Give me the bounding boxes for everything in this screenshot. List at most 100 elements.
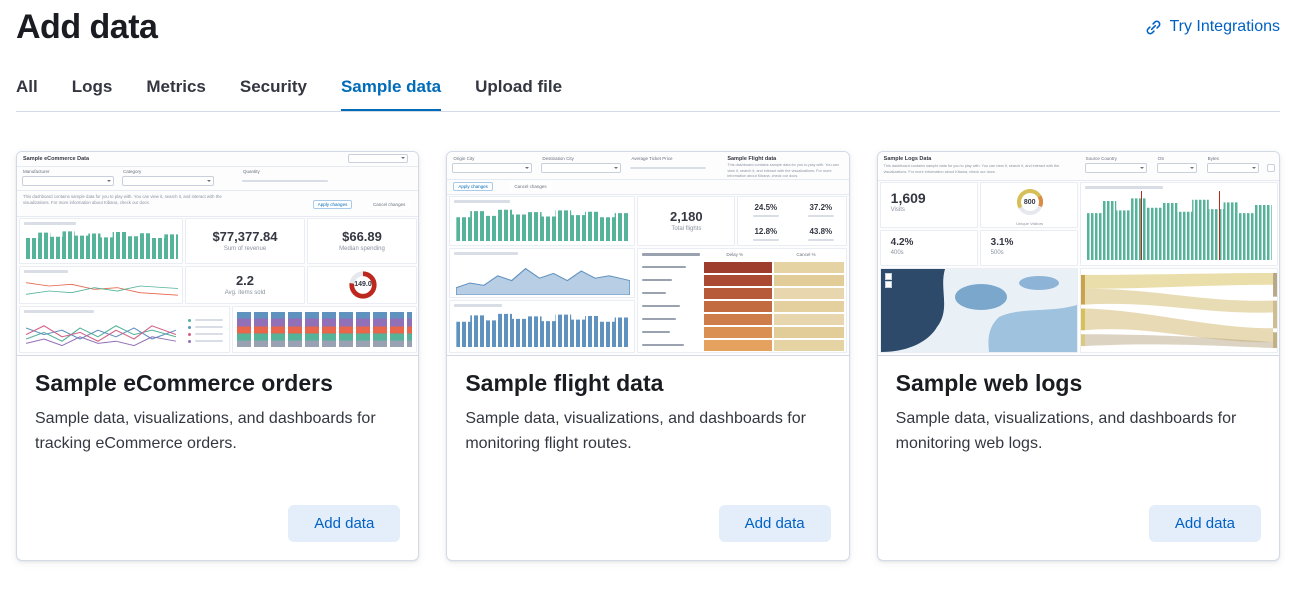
avg-items-sold-metric: 2.2 Avg. items sold [185, 266, 305, 304]
add-data-button[interactable]: Add data [288, 505, 401, 542]
filter-label: Average Ticket Price [631, 156, 673, 161]
table-row [642, 261, 846, 273]
response-codes-panel [1079, 182, 1278, 266]
metric-value: 3.1% [990, 237, 1014, 248]
try-integrations-label: Try Integrations [1169, 18, 1280, 35]
card-body: Sample web logs Sample data, visualizati… [878, 356, 1279, 560]
on-time-pct-metric: 43.8% [793, 223, 848, 245]
add-data-page: Add data Try Integrations All Logs Metri… [16, 8, 1280, 561]
error-500s-metric: 3.1% 500s [979, 230, 1078, 266]
metric-label: Total flights [671, 225, 702, 232]
bar-chart [456, 209, 631, 241]
card-description: Sample data, visualizations, and dashboa… [895, 410, 1237, 452]
text-placeholder [807, 238, 834, 241]
stacked-bar-chart [237, 312, 412, 347]
text-placeholder [195, 340, 223, 342]
filter-label: Bytes [1207, 156, 1219, 161]
metric-label: 500s [990, 249, 1004, 256]
metric-label: Visits [890, 207, 905, 214]
multi-line-chart [26, 325, 176, 347]
delay-type-panel [449, 300, 636, 353]
card-description: Sample data, visualizations, and dashboa… [35, 410, 376, 452]
unique-visitors-gauge-panel: 800 Unique Visitors [979, 182, 1078, 228]
sample-data-cards: Sample eCommerce Data Manufacturer Categ… [16, 151, 1280, 561]
metric-label: 400s [890, 249, 904, 256]
flights-preview-image: Origin City Destination City Average Tic… [447, 152, 849, 356]
metric-value: 1,609 [890, 190, 926, 206]
divider [17, 190, 419, 191]
visitors-map-panel [879, 268, 1078, 353]
metric-value: $77,377.84 [212, 229, 278, 245]
promotion-tracking-panel [19, 306, 230, 353]
map-chart [880, 269, 1077, 352]
filter-label: OS [1157, 156, 1165, 161]
text-placeholder [1084, 186, 1163, 189]
gauge-chart [349, 271, 377, 299]
add-data-button[interactable]: Add data [718, 505, 831, 542]
sales-by-category-panel [232, 306, 417, 353]
flight-count-panel [449, 196, 636, 246]
divider [17, 166, 419, 167]
tab-logs[interactable]: Logs [71, 77, 113, 96]
zoom-out-button [884, 281, 892, 288]
zoom-in-button [884, 273, 892, 280]
column-header: Cancel % [796, 252, 816, 257]
tab-metrics[interactable]: Metrics [146, 77, 206, 96]
card-body: Sample flight data Sample data, visualiz… [447, 356, 848, 560]
cancel-changes-button: Cancel changes [509, 182, 552, 191]
total-flights-metric: 2,180 Total flights [637, 196, 736, 246]
card-weblogs: Sample Logs Data This dashboard contains… [876, 151, 1280, 561]
preview-dashboard-title: Sample Logs Data [883, 156, 932, 162]
weblogs-preview-image: Sample Logs Data This dashboard contains… [877, 152, 1279, 356]
delayed-pct-metric: 24.5% [738, 199, 793, 221]
text-placeholder [454, 304, 503, 307]
line-chart [26, 282, 178, 296]
annotation-line [1218, 191, 1220, 260]
ecommerce-preview-image: Sample eCommerce Data Manufacturer Categ… [17, 152, 419, 356]
table-row [642, 326, 846, 338]
tab-all[interactable]: All [16, 77, 38, 96]
text-placeholder [642, 253, 701, 256]
filter-label: Origin City [453, 156, 475, 161]
median-spending-metric: $66.89 Median spending [307, 218, 417, 264]
cancel-changes-button: Cancel changes [368, 200, 411, 209]
text-placeholder [24, 310, 94, 313]
bar-chart [1086, 198, 1272, 260]
filter-label: Category [123, 169, 142, 174]
divider [17, 216, 419, 217]
tab-sample-data[interactable]: Sample data [341, 69, 441, 111]
sankey-chart [1080, 272, 1277, 349]
divider [877, 180, 1279, 181]
table-row [642, 313, 846, 325]
column-header: Delay % [726, 252, 744, 257]
gauge-value: 149.0 [354, 281, 372, 288]
card-title: Sample flight data [465, 370, 664, 396]
add-data-button[interactable]: Add data [1148, 505, 1261, 542]
card-title: Sample web logs [895, 370, 1083, 396]
sold-products-gauge-panel: 149.0 [307, 266, 417, 304]
tab-security[interactable]: Security [239, 77, 307, 96]
metric-value: 2,180 [670, 209, 703, 225]
text-placeholder [807, 214, 834, 217]
gear-icon [1266, 164, 1275, 172]
mini-select [348, 154, 409, 163]
metric-label: Sum of revenue [223, 245, 267, 252]
mini-select [452, 163, 533, 173]
gauge-chart [1016, 189, 1043, 215]
text-placeholder [24, 222, 76, 225]
tab-upload-file[interactable]: Upload file [475, 77, 563, 96]
sum-of-revenue-metric: $77,377.84 Sum of revenue [185, 218, 305, 264]
gauge-label: Unique Visitors [1016, 221, 1044, 226]
preview-dashboard-title: Sample eCommerce Data [23, 156, 90, 162]
text-placeholder [195, 326, 223, 328]
delayed-or-cancelled-pct-metric: 37.2% [793, 199, 848, 221]
annotation-line [1140, 191, 1142, 260]
flight-stats-panel: 24.5% 37.2% 12.8% 43.8% [737, 196, 848, 246]
table-row [642, 339, 846, 351]
preview-note-text: This dashboard contains sample data for … [727, 163, 839, 179]
divider [447, 179, 849, 180]
try-integrations-link[interactable]: Try Integrations [1145, 18, 1280, 36]
revenue-target-bar-panel [19, 218, 183, 264]
legend-dot [188, 319, 191, 322]
metric-value: 2.2 [235, 273, 255, 289]
